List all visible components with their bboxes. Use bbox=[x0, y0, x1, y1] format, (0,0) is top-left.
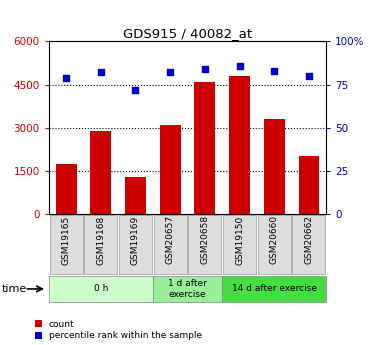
Point bbox=[132, 87, 138, 92]
Point bbox=[98, 70, 104, 75]
Point bbox=[271, 68, 277, 73]
Bar bbox=[56, 164, 76, 214]
Bar bbox=[194, 82, 215, 214]
Bar bbox=[229, 76, 250, 214]
Bar bbox=[160, 125, 181, 214]
Text: 14 d after exercise: 14 d after exercise bbox=[232, 284, 317, 294]
Text: 0 h: 0 h bbox=[94, 284, 108, 294]
Title: GDS915 / 40082_at: GDS915 / 40082_at bbox=[123, 27, 252, 40]
Text: 1 d after
exercise: 1 d after exercise bbox=[168, 279, 207, 299]
Point bbox=[202, 66, 208, 72]
Legend: count, percentile rank within the sample: count, percentile rank within the sample bbox=[34, 320, 202, 341]
Bar bbox=[125, 177, 146, 214]
Point bbox=[63, 75, 69, 80]
Bar bbox=[264, 119, 285, 214]
Bar bbox=[298, 156, 319, 214]
Text: time: time bbox=[2, 284, 27, 294]
Point bbox=[306, 73, 312, 79]
Bar bbox=[90, 130, 111, 214]
Point bbox=[167, 70, 173, 75]
Point bbox=[237, 63, 243, 68]
